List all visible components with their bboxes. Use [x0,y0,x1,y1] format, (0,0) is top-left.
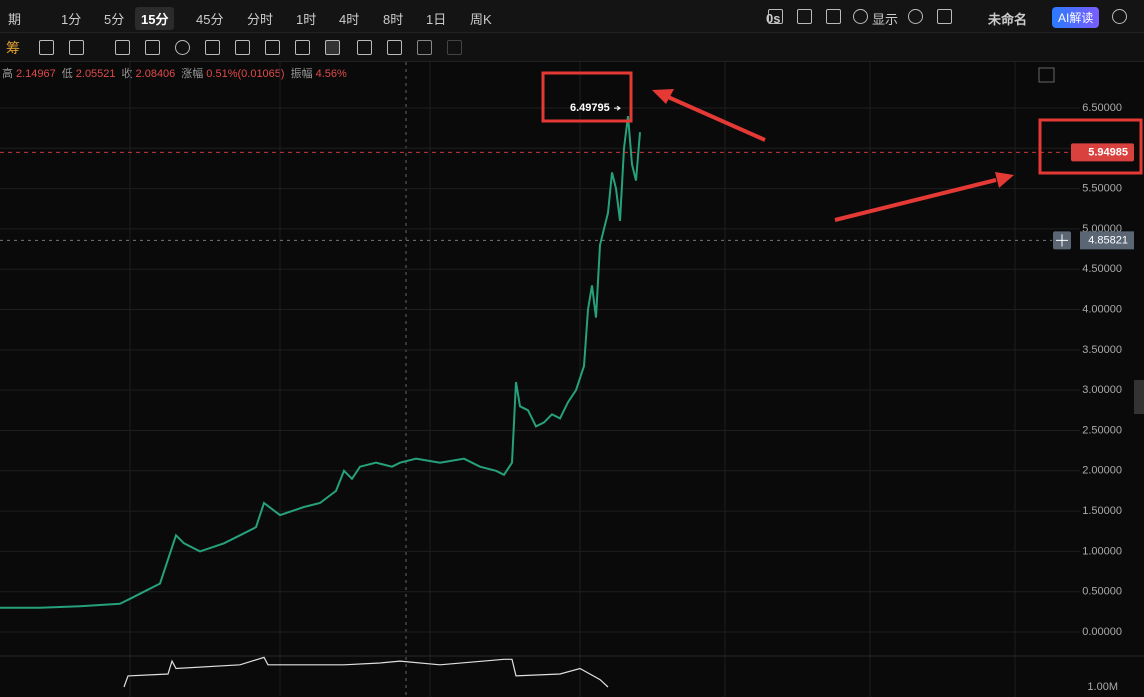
top-toolbar: 0s 显示 未命名 AI解读 期 1分 5分 15分 45分 分时 1时 4时 8时 1日 周K [0,0,1144,33]
period-button[interactable]: 周K [470,12,492,27]
share-icon[interactable] [1112,9,1127,24]
chips-button[interactable]: 筹 [6,40,20,56]
undo-icon[interactable] [417,40,432,55]
redo-icon[interactable] [447,40,462,55]
period-button[interactable]: 15分 [135,7,175,30]
period-button[interactable]: 5分 [104,12,125,27]
y-tick-label: 3.50000 [1082,344,1122,356]
crosshair-label: 4.85821 [1088,234,1128,246]
settings-icon[interactable] [908,9,923,24]
y-tick-label: 0.50000 [1082,586,1122,598]
info-label: 低 [61,68,73,80]
info-value: 2.14967 [16,68,56,80]
info-value: 2.08406 [135,68,176,80]
period-button[interactable]: 8时 [383,12,404,27]
info-value: 4.56% [315,68,347,80]
y-tick-label: 2.00000 [1082,465,1122,477]
zoom-icon[interactable] [175,40,190,55]
camera-icon[interactable] [768,9,783,24]
y-tick-label: 4.50000 [1082,263,1122,275]
y-tick-label: 4.00000 [1082,303,1122,315]
tool-icon[interactable] [39,40,54,55]
ohlc-info: 高 2.14967 低 2.05521 收 2.08406 涨幅 0.51%(0.01065)… [2,65,353,81]
plus-icon [1056,234,1068,247]
period-button[interactable]: 分时 [247,12,274,27]
info-value: 2.05521 [75,68,116,80]
period-button[interactable]: 4时 [339,12,360,27]
tool-icon[interactable] [115,40,130,55]
filter-icon[interactable] [357,40,372,55]
info-label: 振幅 [290,68,313,80]
ai-button[interactable]: AI解读 [1052,7,1100,28]
y-tick-label: 3.00000 [1082,384,1122,396]
y-tick-label: 0.00000 [1082,626,1122,638]
vertical-grid [129,62,1016,697]
info-label: 涨幅 [181,68,204,80]
volume-line [123,656,609,688]
period-button[interactable]: 45分 [196,12,224,27]
period-button[interactable]: 期 [8,12,22,27]
timer: 0s [766,11,781,26]
price-line [0,115,641,609]
trash-icon[interactable] [387,40,402,55]
pen-icon[interactable] [797,9,812,24]
lock-icon[interactable] [265,40,280,55]
y-tick-label: 1.00000 [1082,545,1122,557]
high-arrow [614,105,621,111]
magnet-icon[interactable] [325,40,340,55]
y-tick-label: 2.50000 [1082,424,1122,436]
y-tick-label: 1.50000 [1082,505,1122,517]
expand-icon[interactable] [1038,67,1055,83]
high-label: 6.49795 [570,102,610,114]
volume-tick-label: 1.00M [1087,681,1118,693]
layout-name[interactable]: 未命名 [988,12,1028,27]
side-handle[interactable] [1134,380,1144,414]
crosshair-tag [1080,231,1134,250]
tool-icon[interactable] [295,40,310,55]
y-tick-label: 6.50000 [1082,102,1122,114]
last-price-label: 5.94985 [1088,146,1128,158]
tool-icon[interactable] [205,40,220,55]
y-tick-label: 5.50000 [1082,183,1122,195]
info-label: 高 [2,68,13,80]
info-value: 0.51%(0.01065) [206,68,285,80]
fullscreen-icon[interactable] [937,9,952,24]
period-button[interactable]: 1时 [296,12,317,27]
indicator-icon[interactable] [853,9,868,24]
period-button[interactable]: 1分 [61,12,82,27]
tool-icon[interactable] [235,40,250,55]
drawing-toolbar: 筹 [0,33,1144,62]
tool-icon[interactable] [69,40,84,55]
replay-icon[interactable] [826,9,841,24]
display-button[interactable]: 显示 [872,12,899,27]
period-button[interactable]: 1日 [426,12,447,27]
info-label: 收 [121,68,133,80]
tool-icon[interactable] [145,40,160,55]
